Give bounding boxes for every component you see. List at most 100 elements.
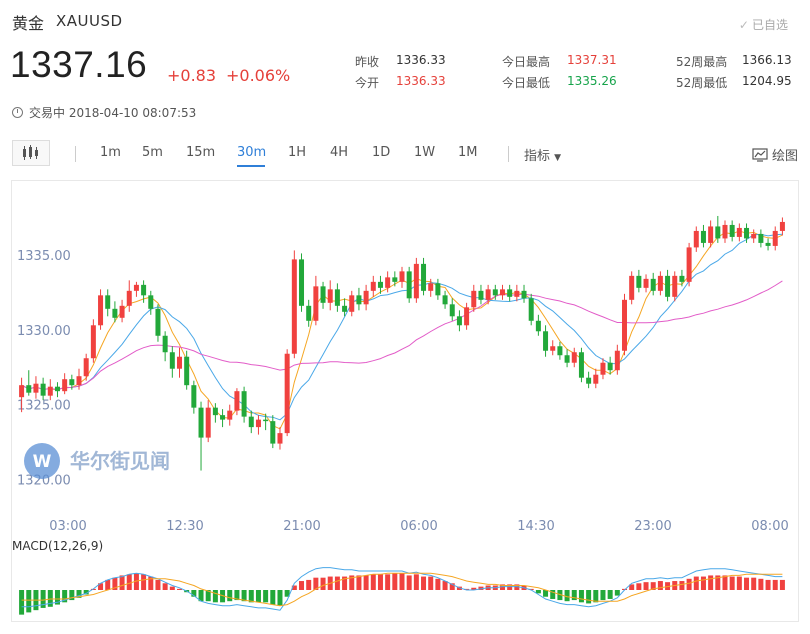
macd-bar bbox=[76, 590, 82, 598]
candle-body bbox=[722, 224, 728, 239]
candle-body bbox=[492, 289, 498, 296]
period-30m[interactable]: 30m bbox=[237, 145, 267, 160]
watermark-text: 华尔街见闻 bbox=[70, 449, 170, 473]
check-icon: ✓ bbox=[738, 18, 749, 32]
candle-body bbox=[327, 289, 333, 303]
stat-label-day-high: 今日最高 bbox=[502, 55, 551, 69]
candle-body bbox=[528, 298, 534, 321]
macd-bar bbox=[499, 584, 505, 590]
candle-body bbox=[693, 230, 699, 248]
price-change-percent: +0.06% bbox=[226, 66, 291, 85]
macd-bar bbox=[141, 574, 147, 590]
period-1mo[interactable]: 1M bbox=[458, 145, 478, 160]
candle-body bbox=[729, 224, 735, 237]
candle-body bbox=[356, 295, 362, 305]
candle-body bbox=[578, 352, 584, 378]
toolbar-divider bbox=[508, 146, 509, 162]
macd-bar bbox=[212, 590, 218, 603]
self-select-label: 已自选 bbox=[751, 18, 788, 32]
macd-bar bbox=[342, 576, 348, 590]
macd-bar bbox=[370, 574, 376, 590]
candle-body bbox=[449, 304, 455, 317]
candle-body bbox=[205, 407, 211, 438]
macd-bar bbox=[514, 584, 520, 590]
candle-body bbox=[571, 352, 577, 363]
candle-body bbox=[643, 278, 649, 288]
macd-bar bbox=[255, 590, 261, 603]
ma30-line bbox=[21, 280, 783, 390]
candle-body bbox=[112, 308, 118, 318]
period-15m[interactable]: 15m bbox=[186, 145, 216, 160]
trading-status-text: 交易中 2018-04-10 08:07:53 bbox=[29, 106, 197, 120]
candle-body bbox=[650, 278, 656, 291]
candle-body bbox=[406, 271, 412, 299]
macd-bar bbox=[54, 590, 60, 605]
draw-button[interactable]: 绘图 bbox=[752, 145, 798, 164]
candle-body bbox=[464, 307, 470, 326]
active-period-underline bbox=[237, 165, 265, 167]
macd-bar bbox=[557, 590, 563, 601]
candle-body bbox=[155, 308, 161, 336]
macd-bar bbox=[535, 590, 541, 594]
period-1h[interactable]: 1H bbox=[288, 145, 307, 160]
candle-body bbox=[514, 290, 520, 297]
macd-bar bbox=[421, 576, 427, 590]
macd-bar bbox=[636, 583, 642, 590]
stat-label-day-low: 今日最低 bbox=[502, 76, 551, 90]
indicator-dropdown[interactable]: 指标 ▼ bbox=[524, 145, 561, 164]
self-select-button[interactable]: ✓ 已自选 bbox=[739, 16, 788, 33]
macd-bar bbox=[442, 581, 448, 590]
caret-down-icon: ▼ bbox=[554, 153, 562, 163]
macd-bar bbox=[241, 590, 247, 602]
macd-bar bbox=[356, 575, 362, 590]
period-5m[interactable]: 5m bbox=[142, 145, 163, 160]
macd-bar bbox=[40, 590, 46, 608]
candle-body bbox=[586, 377, 592, 384]
macd-bar bbox=[148, 576, 154, 590]
macd-bar bbox=[744, 577, 750, 590]
last-price: 1337.16 bbox=[10, 44, 148, 85]
stat-label-52w-high: 52周最高 bbox=[676, 55, 728, 69]
x-tick-label: 12:30 bbox=[166, 519, 203, 534]
candle-body bbox=[751, 233, 757, 239]
macd-label: MACD(12,26,9) bbox=[12, 539, 103, 553]
candle-body bbox=[543, 331, 549, 351]
macd-bar bbox=[98, 583, 104, 590]
x-tick-label: 06:00 bbox=[400, 519, 437, 534]
x-tick-label: 14:30 bbox=[517, 519, 554, 534]
macd-bar bbox=[334, 576, 340, 590]
macd-bar bbox=[313, 577, 319, 590]
candle-body bbox=[421, 263, 427, 291]
candle-body bbox=[708, 226, 714, 243]
chart-panel[interactable] bbox=[11, 180, 799, 622]
draw-icon bbox=[752, 148, 768, 162]
macd-bar bbox=[19, 590, 25, 615]
stat-label-prev-close: 昨收 bbox=[355, 55, 380, 69]
candle-body bbox=[270, 421, 276, 444]
candle-body bbox=[499, 289, 505, 296]
chart-type-button[interactable] bbox=[12, 140, 50, 166]
period-1m[interactable]: 1m bbox=[100, 145, 121, 160]
candle-body bbox=[47, 386, 53, 396]
trading-status: 交易中 2018-04-10 08:07:53 bbox=[12, 104, 196, 121]
macd-bar bbox=[665, 582, 671, 590]
candle-body bbox=[370, 281, 376, 291]
macd-bar bbox=[119, 575, 125, 590]
period-1d[interactable]: 1D bbox=[372, 145, 391, 160]
macd-bar bbox=[686, 578, 692, 590]
candle-body bbox=[234, 391, 240, 411]
candle-body bbox=[736, 227, 742, 237]
candle-body bbox=[263, 419, 269, 422]
candle-body bbox=[76, 376, 82, 386]
ma10-line bbox=[21, 233, 783, 421]
candle-body bbox=[83, 358, 89, 377]
period-4h[interactable]: 4H bbox=[330, 145, 349, 160]
stat-value-open: 1336.33 bbox=[396, 74, 446, 88]
candle-body bbox=[629, 275, 635, 300]
instrument-name: 黄金 bbox=[12, 14, 45, 33]
macd-bar bbox=[586, 590, 592, 604]
macd-bar bbox=[112, 577, 118, 590]
candle-body bbox=[779, 221, 785, 231]
period-1w[interactable]: 1W bbox=[414, 145, 436, 160]
